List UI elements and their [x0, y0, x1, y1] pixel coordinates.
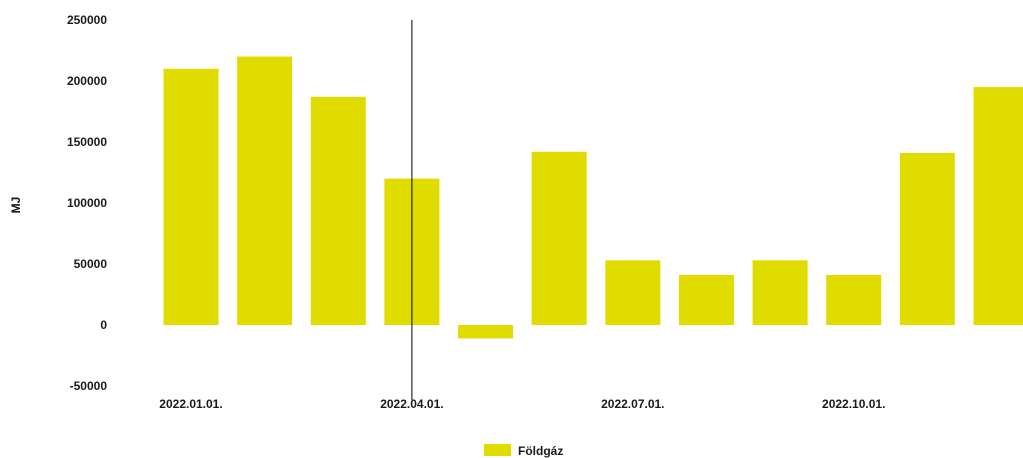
- bar[interactable]: [237, 56, 293, 325]
- x-tick-label: 2022.07.01.: [601, 397, 664, 411]
- legend-swatch[interactable]: [484, 444, 511, 456]
- bar[interactable]: [899, 152, 955, 325]
- bar[interactable]: [605, 260, 661, 325]
- y-tick-label: 100000: [67, 196, 107, 210]
- y-tick-label: 150000: [67, 135, 107, 149]
- y-tick-label: -50000: [70, 379, 108, 393]
- x-tick-label: 2022.01.01.: [159, 397, 222, 411]
- y-axis-ticks: 250000 200000 150000 100000 50000 0 -50000: [67, 13, 107, 393]
- bar[interactable]: [163, 68, 219, 326]
- bar[interactable]: [458, 325, 514, 339]
- bar[interactable]: [678, 274, 734, 325]
- x-tick-label: 2022.04.01.: [380, 397, 443, 411]
- y-tick-label: 250000: [67, 13, 107, 27]
- y-tick-label: 200000: [67, 74, 107, 88]
- bar[interactable]: [826, 274, 882, 325]
- bar[interactable]: [752, 260, 808, 325]
- bar[interactable]: [310, 96, 366, 325]
- y-axis-title: MJ: [9, 197, 23, 214]
- y-tick-label: 50000: [74, 257, 108, 271]
- bar[interactable]: [973, 87, 1023, 325]
- x-tick-label: 2022.10.01.: [822, 397, 885, 411]
- bar[interactable]: [531, 151, 587, 325]
- bars: [163, 56, 1023, 339]
- legend-label[interactable]: Földgáz: [518, 444, 563, 458]
- y-tick-label: 0: [100, 318, 107, 332]
- x-axis-ticks: 2022.01.01. 2022.04.01. 2022.07.01. 2022.10…: [159, 397, 885, 411]
- legend[interactable]: Földgáz: [484, 444, 563, 458]
